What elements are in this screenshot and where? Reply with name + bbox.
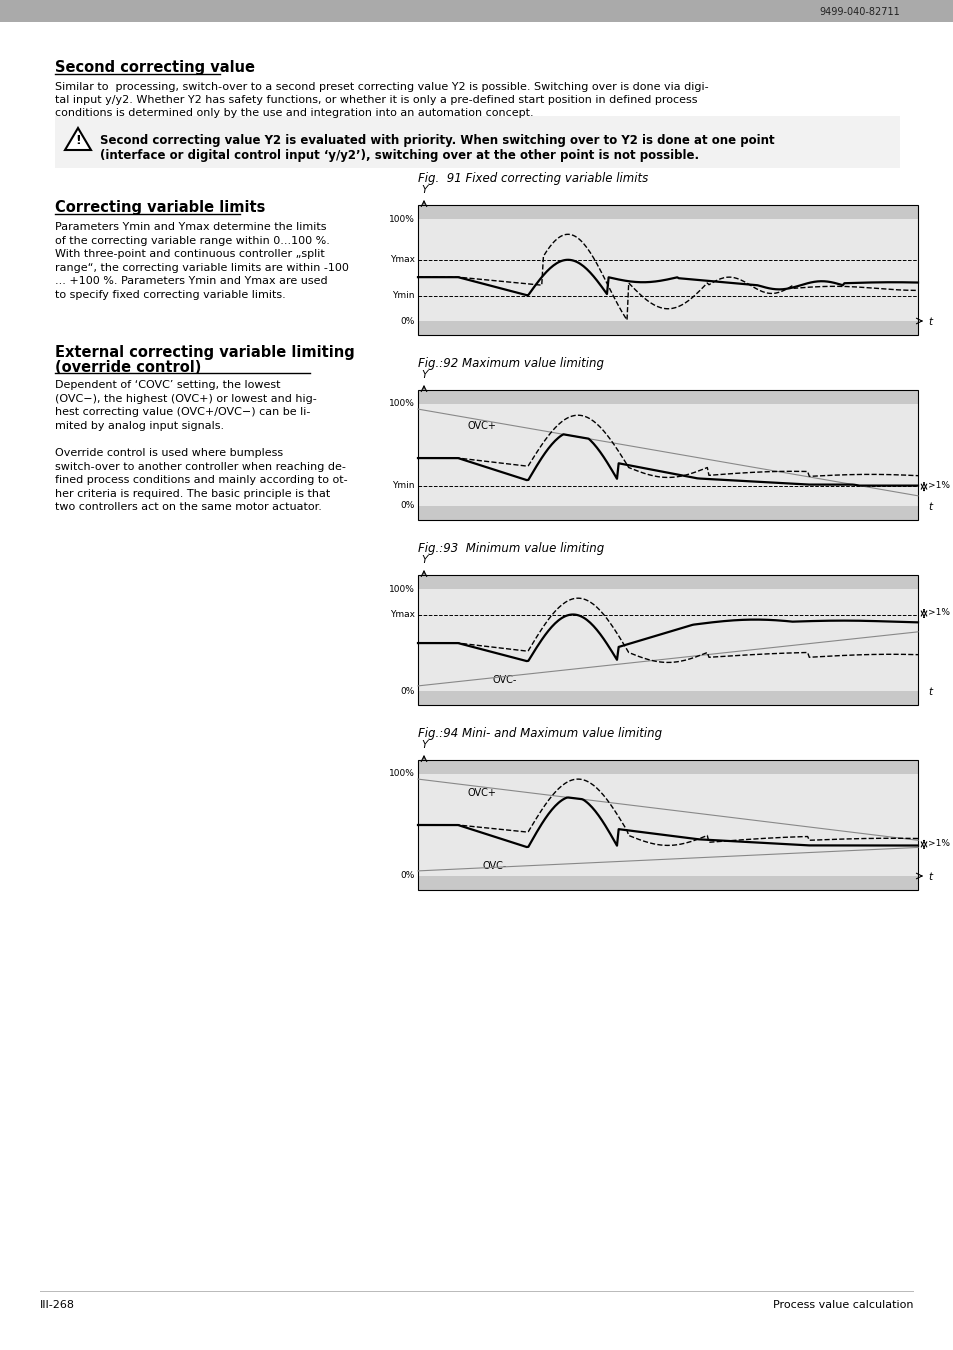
Text: t: t [927,317,931,327]
Text: Ymin: Ymin [392,292,415,300]
Text: 0%: 0% [400,687,415,695]
Text: 0%: 0% [400,501,415,510]
Text: 9499-040-82711: 9499-040-82711 [819,7,899,18]
Text: Fig.:93  Minimum value limiting: Fig.:93 Minimum value limiting [417,541,603,555]
Bar [417,390,917,404]
Text: >1%: >1% [927,481,949,490]
Bar [0,0,953,22]
Text: Dependent of ‘COVC’ setting, the lowest
(OVC−), the highest (OVC+) or lowest and: Dependent of ‘COVC’ setting, the lowest … [55,379,347,513]
Text: 100%: 100% [389,400,415,409]
Text: External correcting variable limiting: External correcting variable limiting [55,346,355,360]
Bar [417,575,917,705]
Text: t: t [927,872,931,882]
Text: Y: Y [420,740,427,751]
Text: Y: Y [420,185,427,194]
Text: Y: Y [420,555,427,566]
Bar [55,116,899,167]
Text: (override control): (override control) [55,360,201,375]
Bar [417,219,917,321]
Bar [417,321,917,335]
Text: tal input y/y2. Whether Y2 has safety functions, or whether it is only a pre-def: tal input y/y2. Whether Y2 has safety fu… [55,95,697,105]
Text: >1%: >1% [927,608,949,617]
Text: Y: Y [420,370,427,379]
Text: t: t [927,687,931,697]
Bar [417,575,917,589]
Text: OVC-: OVC- [482,861,507,871]
Bar [417,205,917,335]
Text: Second correcting value: Second correcting value [55,59,254,76]
Text: 0%: 0% [400,316,415,325]
Bar [417,506,917,520]
Bar [417,404,917,506]
Text: OVC+: OVC+ [468,421,497,432]
Text: Second correcting value Y2 is evaluated with priority. When switching over to Y2: Second correcting value Y2 is evaluated … [100,134,774,147]
Text: III-268: III-268 [40,1300,75,1310]
Text: conditions is determined only by the use and integration into an automation conc: conditions is determined only by the use… [55,108,533,117]
Text: (interface or digital control input ‘y/y2’), switching over at the other point i: (interface or digital control input ‘y/y… [100,148,699,162]
Polygon shape [65,128,91,150]
Text: >1%: >1% [927,838,949,848]
Text: Process value calculation: Process value calculation [773,1300,913,1310]
Bar [417,691,917,705]
Bar [417,774,917,876]
Bar [417,205,917,219]
Text: 100%: 100% [389,585,415,594]
Text: Ymin: Ymin [392,481,415,490]
Text: 100%: 100% [389,215,415,224]
Text: Parameters Ymin and Ymax determine the limits
of the correcting variable range w: Parameters Ymin and Ymax determine the l… [55,221,349,300]
Text: OVC-: OVC- [493,675,517,684]
Text: !: ! [75,135,81,147]
Text: 0%: 0% [400,872,415,880]
Text: t: t [927,502,931,512]
Text: 100%: 100% [389,769,415,779]
Text: Fig.  91 Fixed correcting variable limits: Fig. 91 Fixed correcting variable limits [417,171,648,185]
Text: OVC+: OVC+ [468,788,497,798]
Text: Fig.:92 Maximum value limiting: Fig.:92 Maximum value limiting [417,356,603,370]
Text: Correcting variable limits: Correcting variable limits [55,200,265,215]
Text: Ymax: Ymax [390,255,415,265]
Bar [417,876,917,890]
Text: Similar to  processing, switch-over to a second preset correcting value Y2 is po: Similar to processing, switch-over to a … [55,82,708,92]
Text: Ymax: Ymax [390,610,415,620]
Text: Fig.:94 Mini- and Maximum value limiting: Fig.:94 Mini- and Maximum value limiting [417,728,661,740]
Bar [417,760,917,890]
Bar [417,589,917,691]
Bar [417,390,917,520]
Bar [417,760,917,774]
